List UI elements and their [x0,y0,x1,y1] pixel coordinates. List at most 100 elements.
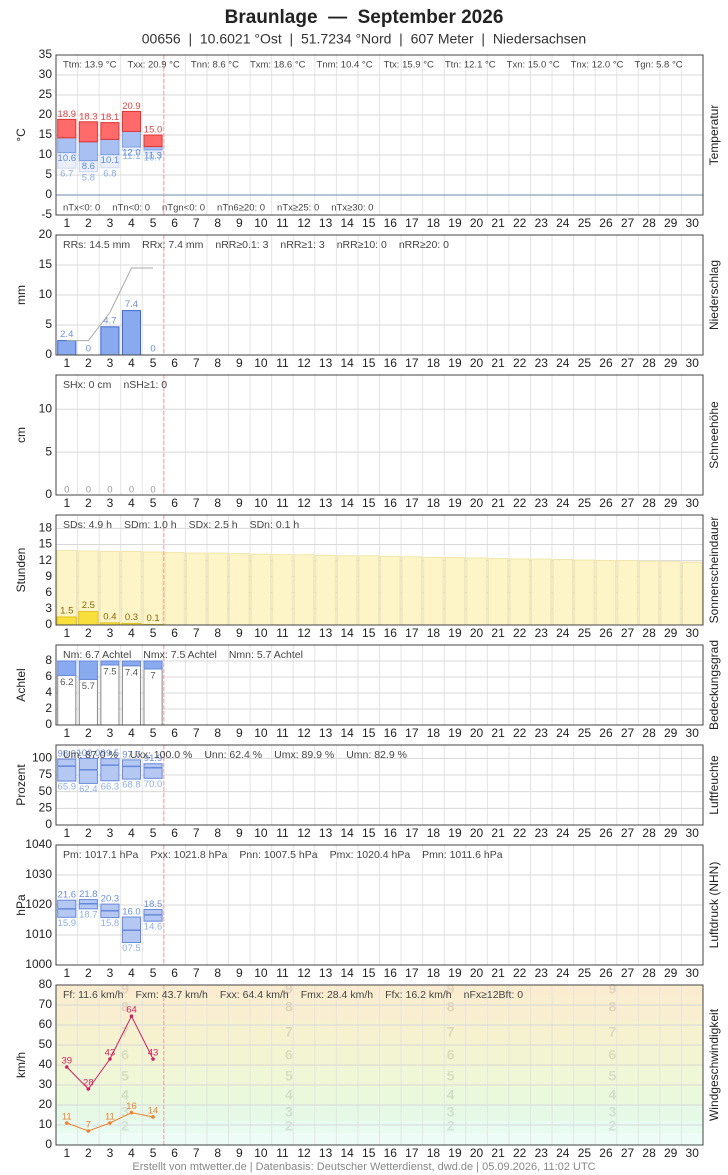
x-tick-label: 1 [63,966,70,980]
stat: Umn: 82.9 % [346,749,407,761]
x-tick-label: 20 [470,496,484,510]
mean-point [108,1121,112,1125]
x-tick-label: 19 [448,216,462,230]
side-label: Windgeschwindigkeit [707,1008,721,1121]
beaufort-label: 8 [447,999,455,1015]
x-tick-label: 2 [85,496,92,510]
side-label: Sonnenscheindauer [707,517,721,624]
beaufort-label: 4 [285,1087,293,1103]
stat: Um: 87.0 % [63,749,118,761]
x-tick-label: 30 [686,496,700,510]
max-label: 21.6 [58,890,77,901]
beaufort-label: 6 [285,1047,293,1063]
x-tick-label: 21 [491,496,505,510]
plot-frame [55,234,704,356]
x-tick-label: 27 [621,726,635,740]
mean-point [64,1121,69,1125]
x-tick-label: 28 [642,356,656,370]
x-tick-label: 20 [470,966,484,980]
x-tick-label: 26 [599,966,613,980]
beaufort-label: 3 [447,1104,455,1120]
ground-min-label: 10.7 [144,153,163,164]
x-tick-label: 8 [214,966,221,980]
stat: RRs: 14.5 mm [63,239,130,251]
beaufort-label: 9 [285,981,293,997]
max-label: 18.3 [79,111,98,122]
x-tick-label: 30 [686,356,700,370]
x-tick-label: 9 [236,726,243,740]
max-label: 16.0 [122,907,141,918]
x-tick-label: 19 [448,826,462,840]
x-tick-label: 12 [297,356,311,370]
x-tick-label: 16 [384,626,398,640]
ground-min-label: 6.8 [103,168,116,179]
beaufort-label: 8 [121,999,129,1015]
x-tick-label: 22 [513,216,527,230]
beaufort-label: 7 [609,1024,617,1040]
y-tick-label: 80 [39,977,53,991]
x-tick-label: 18 [427,496,441,510]
x-tick-label: 13 [319,216,333,230]
stat: nFx≥12Bft: 0 [464,989,524,1001]
x-tick-label: 21 [491,826,505,840]
stat: Fxx: 64.4 km/h [220,989,289,1001]
x-tick-label: 5 [150,626,157,640]
stat: Ttn: 12.1 °C [445,60,496,71]
x-tick-label: 1 [63,216,70,230]
value-label: 0.3 [125,612,138,623]
x-tick-label: 7 [193,1146,200,1160]
side-label: Luftdruck (NHN) [707,862,721,949]
range-box [121,759,142,780]
y-tick-label: 60 [39,1017,53,1031]
x-tick-label: 25 [578,726,592,740]
possible-bar [617,560,638,626]
possible-bar [272,554,293,626]
x-tick-label: 14 [340,966,354,980]
x-tick-label: 2 [85,356,92,370]
stat: Pxx: 1021.8 hPa [150,849,227,861]
y-tick-label: 12 [39,553,53,567]
y-tick-label: 1010 [25,927,52,941]
stat-bottom: nTx≥30: 0 [331,203,373,214]
x-tick-label: 12 [297,626,311,640]
x-tick-label: 6 [171,1146,178,1160]
y-tick-label: 6 [45,669,52,683]
x-tick-label: 10 [254,356,268,370]
possible-bar [336,555,358,626]
x-tick-label: 15 [362,626,376,640]
max-label: 97.7 [122,749,141,760]
possible-bar [250,553,272,626]
max-label: 18.5 [144,899,163,910]
clear-part [57,660,77,676]
y-tick-label: 1030 [25,867,52,881]
value-label: 7 [150,671,155,682]
possible-bar [401,556,423,626]
min-label: 07.5 [122,943,141,954]
x-tick-label: 26 [599,626,613,640]
min-label: 10.6 [58,153,77,164]
min-label: 10.1 [101,155,120,166]
x-tick-label: 24 [556,626,570,640]
x-tick-label: 6 [171,826,178,840]
min-label: 8.6 [82,161,95,172]
mean-max-bar [121,110,142,132]
x-tick-label: 10 [254,496,268,510]
x-tick-label: 26 [599,726,613,740]
x-tick-label: 20 [470,626,484,640]
possible-bar [207,552,228,626]
value-label: 0.1 [146,613,159,624]
x-tick-label: 27 [621,216,635,230]
x-tick-label: 8 [214,496,221,510]
x-tick-label: 23 [535,216,549,230]
x-tick-label: 6 [171,216,178,230]
y-tick-label: 35 [39,47,53,61]
x-tick-label: 25 [578,826,592,840]
possible-bar [487,557,509,626]
x-tick-label: 10 [254,826,268,840]
beaufort-label: 2 [121,1118,129,1134]
possible-bar [574,559,595,626]
x-tick-label: 7 [193,966,200,980]
beaufort-label: 4 [447,1087,455,1103]
stat: nSH≥1: 0 [123,379,167,391]
value-label: 7.4 [125,299,138,310]
